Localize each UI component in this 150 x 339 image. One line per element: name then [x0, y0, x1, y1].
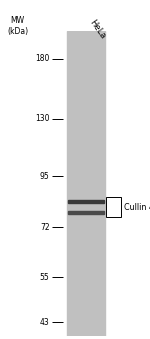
Bar: [67, 31, 105, 336]
Text: MW
(kDa): MW (kDa): [7, 17, 28, 36]
Text: HeLa: HeLa: [87, 18, 107, 41]
Text: 95: 95: [40, 172, 50, 181]
Text: 43: 43: [40, 318, 50, 327]
Text: 180: 180: [35, 54, 50, 63]
Bar: [68, 200, 104, 203]
Text: 130: 130: [35, 114, 50, 123]
Text: 55: 55: [40, 273, 50, 281]
FancyBboxPatch shape: [106, 197, 121, 217]
Text: 72: 72: [40, 223, 50, 232]
Bar: [68, 211, 104, 214]
Text: Cullin 4a: Cullin 4a: [124, 202, 150, 212]
